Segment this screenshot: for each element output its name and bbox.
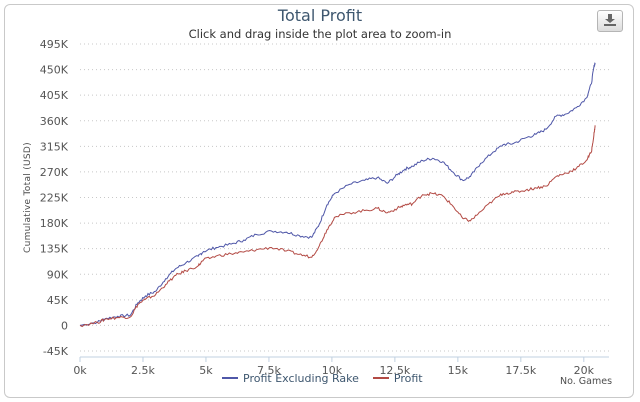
chart-title: Total Profit bbox=[277, 6, 363, 25]
legend-item-profit-excluding-rake[interactable]: Profit Excluding Rake bbox=[222, 372, 359, 385]
y-tick-label: -45K bbox=[43, 345, 69, 358]
y-tick-label: 0 bbox=[61, 319, 68, 332]
y-tick-label: 360K bbox=[40, 115, 69, 128]
y-tick-label: 270K bbox=[40, 166, 69, 179]
series-lines bbox=[79, 62, 596, 328]
y-tick-label: 495K bbox=[40, 38, 69, 51]
legend-swatch-profit-excluding-rake bbox=[222, 377, 238, 379]
y-tick-label: 45K bbox=[47, 294, 69, 307]
y-tick-label: 225K bbox=[40, 192, 69, 205]
chart-subtitle: Click and drag inside the plot area to z… bbox=[188, 27, 452, 41]
y-axis-ticks: -45K 0 45K 90K 135K 180K 225K 270K 315K 360K 405K 4… bbox=[40, 38, 69, 358]
x-axis-ticks: 0k 2.5k 5k 7.5k 10k 12.5k 15k 17.5k 20k bbox=[73, 356, 609, 377]
y-tick-label: 90K bbox=[47, 268, 69, 281]
legend-label-profit-excluding-rake: Profit Excluding Rake bbox=[243, 371, 359, 385]
legend-item-profit[interactable]: Profit bbox=[372, 371, 423, 385]
series-line-profit-excluding-rake bbox=[79, 62, 596, 326]
y-tick-label: 405K bbox=[40, 89, 69, 102]
series-line-profit bbox=[79, 125, 596, 328]
download-icon bbox=[604, 14, 616, 26]
y-axis-title: Cumulative Total (USD) bbox=[23, 142, 33, 253]
export-button[interactable] bbox=[597, 10, 623, 32]
x-tick-label: 17.5k bbox=[505, 364, 536, 377]
x-tick-label: 2.5k bbox=[131, 364, 155, 377]
legend: Profit Excluding Rake Profit bbox=[222, 370, 437, 386]
legend-label-profit: Profit bbox=[393, 371, 423, 385]
x-tick-label: 7.5k bbox=[257, 364, 281, 377]
y-tick-label: 450K bbox=[40, 64, 69, 77]
x-tick-label: 20k bbox=[574, 364, 595, 377]
x-tick-label: 5k bbox=[199, 364, 213, 377]
x-tick-label: 0k bbox=[73, 364, 87, 377]
x-tick-label: 12.5k bbox=[379, 364, 410, 377]
x-tick-label: 15k bbox=[448, 364, 469, 377]
y-tick-label: 315K bbox=[40, 140, 69, 153]
x-tick-label: 10k bbox=[322, 364, 343, 377]
y-tick-label: 180K bbox=[40, 217, 69, 230]
x-axis-title: No. Games bbox=[560, 376, 613, 387]
legend-swatch-profit bbox=[372, 377, 389, 379]
gridlines bbox=[80, 43, 609, 352]
y-tick-label: 135K bbox=[40, 243, 69, 256]
